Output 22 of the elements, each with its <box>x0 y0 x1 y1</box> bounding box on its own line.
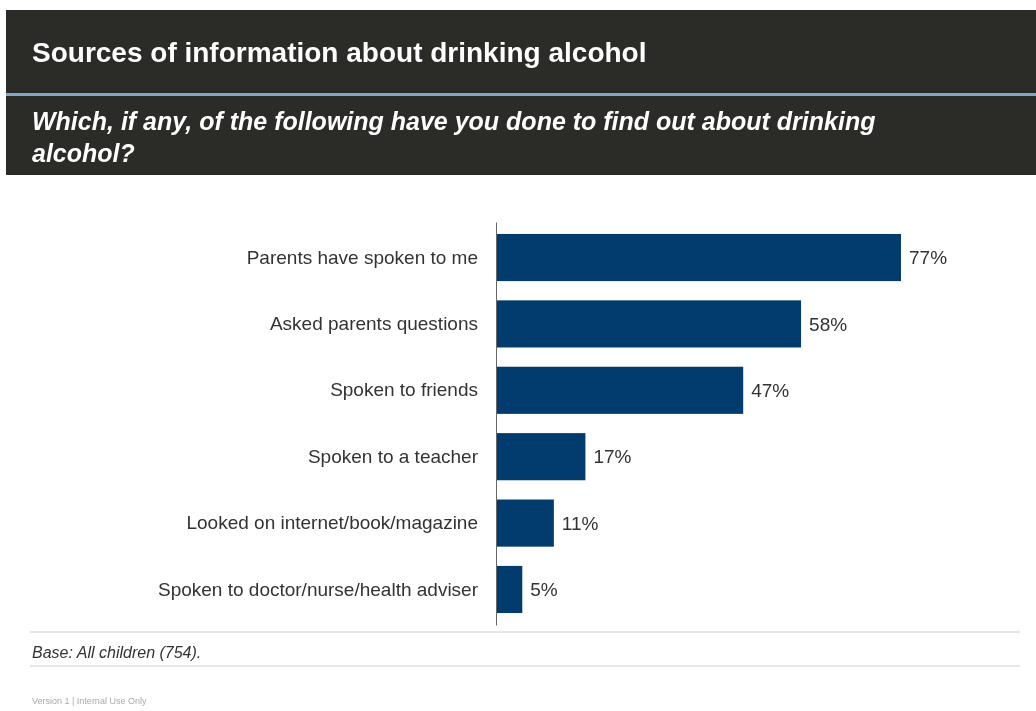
chart-subtitle: Which, if any, of the following have you done to find out about drinking alcohol? <box>32 107 876 167</box>
data-label: 58% <box>809 313 848 335</box>
text: Base: All children (754). <box>32 644 202 661</box>
chart-title: Sources of information about drinking alcohol <box>32 37 647 68</box>
y-tick-label: Spoken to doctor/nurse/health adviser <box>157 578 479 600</box>
bar <box>496 300 802 348</box>
bar <box>496 565 523 614</box>
bar <box>496 499 554 547</box>
bar <box>496 233 901 282</box>
bar <box>496 433 586 481</box>
data-label: 47% <box>751 379 790 401</box>
y-tick-label: Asked parents questions <box>269 312 478 334</box>
y-tick-label: Spoken to friends <box>330 379 478 401</box>
data-label: 77% <box>909 247 948 269</box>
data-label: 17% <box>593 446 632 468</box>
text: Version 1 | Internal Use Only <box>32 696 147 706</box>
y-tick-label: Looked on internet/book/magazine <box>186 512 478 534</box>
bar <box>496 366 744 414</box>
y-tick-label: Parents have spoken to me <box>246 246 478 268</box>
y-tick-label: Spoken to a teacher <box>307 445 479 467</box>
data-label: 11% <box>561 512 599 534</box>
data-label: 5% <box>530 579 558 601</box>
